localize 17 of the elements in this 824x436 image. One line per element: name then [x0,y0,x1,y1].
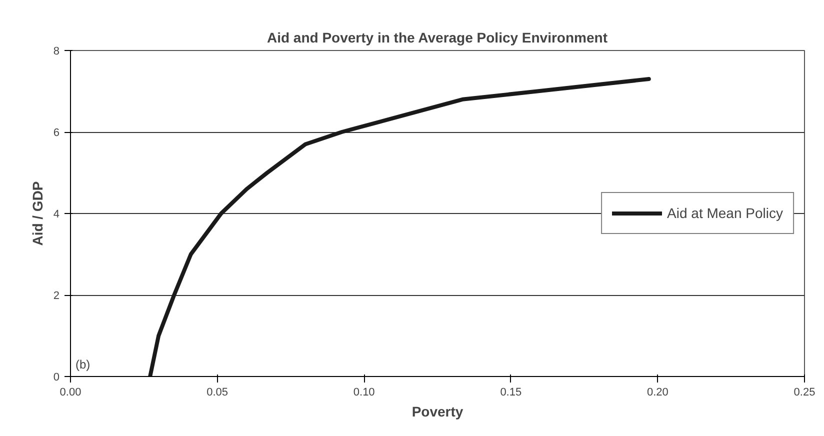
y-tick-label: 6 [53,127,60,139]
y-tick-label: 4 [53,208,60,220]
x-axis-title: Poverty [412,404,464,420]
annotation: (b) [76,358,90,372]
x-tick-label: 0.25 [794,386,816,398]
x-tick-label: 0.20 [646,386,668,398]
legend-label: Aid at Mean Policy [667,205,783,221]
y-tick-label: 0 [53,372,60,384]
y-tick-label: 2 [53,290,60,302]
x-tick-label: 0.00 [60,386,82,398]
x-tick-label: 0.15 [500,386,522,398]
x-tick-label: 0.05 [206,386,228,398]
y-tick-label: 8 [53,46,60,58]
x-tick-label: 0.10 [353,386,375,398]
line-series [148,77,651,376]
chart-title: Aid and Poverty in the Average Policy Environment [266,30,608,46]
y-axis-title: Aid / GDP [29,181,46,246]
